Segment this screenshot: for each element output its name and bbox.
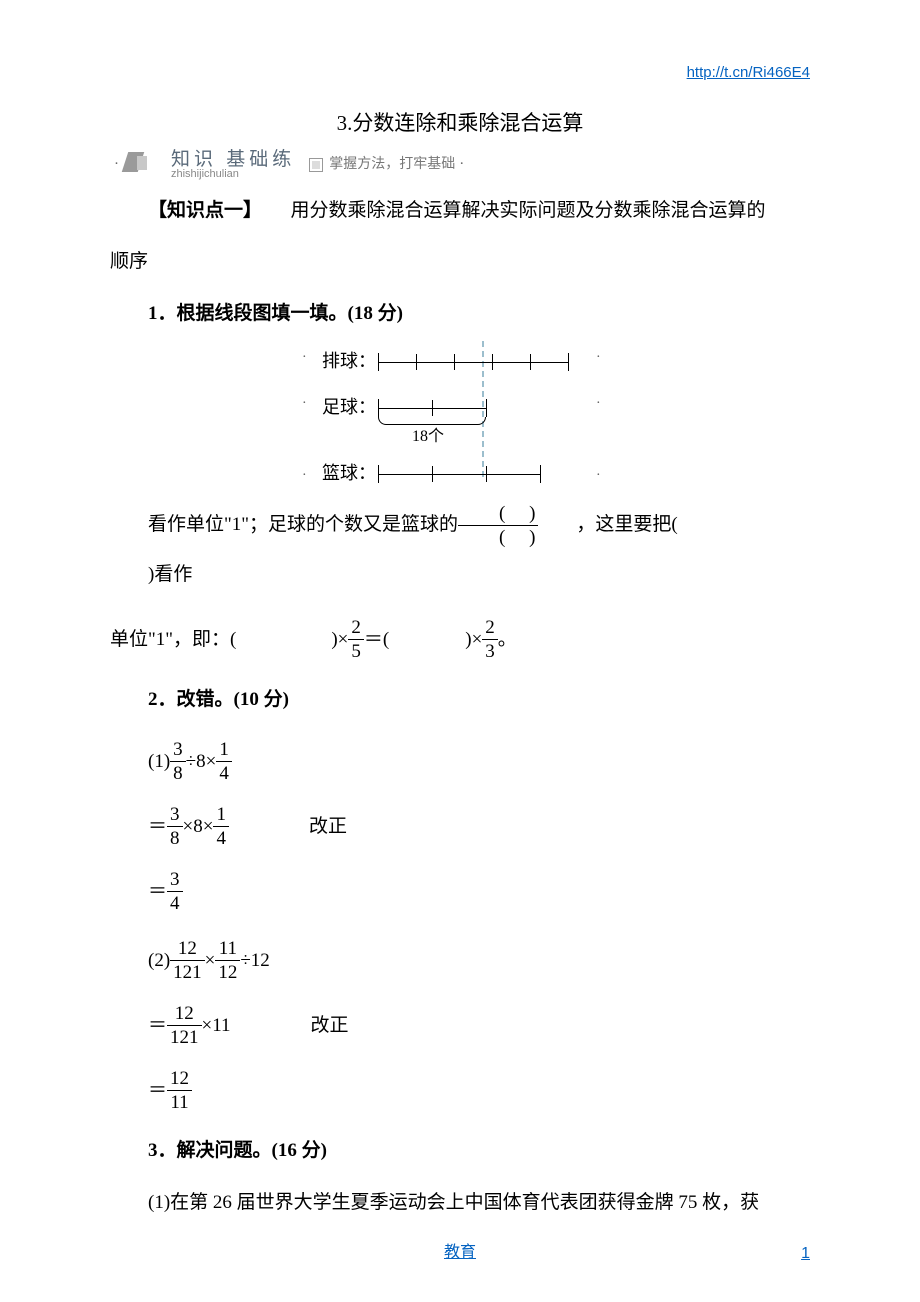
fill-blank-2: 单位"1"，即：( )× 25 ＝( )× 23 。 [110,615,810,664]
brace-label: 18个 [412,425,444,449]
fraction-blank: ( )( ) [458,504,538,547]
dot-icon: · [114,153,121,176]
section-banner: · 知识 基础练 zhishijichulian 掌握方法，打牢基础 · [110,150,810,180]
fill-blank-1: 看作单位"1"；足球的个数又是篮球的 ( )( ) ，这里要把( )看作 [110,500,810,599]
expr-2-1: (2) 12121 × 1112 ÷12 [148,939,810,982]
banner-icon [125,150,167,180]
square-icon [309,158,323,172]
q1-stem: 1．根据线段图填一填。(18 分) [110,293,810,335]
page-number: 1 [801,1242,810,1266]
knowledge-point: 【知识点一】 用分数乘除混合运算解决实际问题及分数乘除混合运算的 [110,190,810,232]
doc-title: 3.分数连除和乘除混合运算 [110,108,810,140]
diagram-label: 足球： [310,394,376,421]
kp-label: 【知识点一】 [148,200,262,221]
q3-1: (1)在第 26 届世界大学生夏季运动会上中国体育代表团获得金牌 75 枚，获 [110,1182,810,1224]
correction-label: 改正 [311,1012,349,1041]
diagram-label: 排球： [310,348,376,375]
fraction-2-3: 23 [482,618,498,661]
correction-label: 改正 [309,813,347,842]
banner-sub: 掌握方法，打牢基础 [329,154,455,175]
expr-2-3: ＝ 1211 [148,1069,810,1112]
expr-1-2: ＝ 38 ×8× 14 改正 [148,805,810,848]
footer-link[interactable]: 教育 [444,1244,476,1261]
banner-main: 知识 基础练 [171,150,295,169]
kp-tail: 顺序 [110,241,810,283]
banner-pinyin: zhishijichulian [171,169,295,180]
fraction-2-5: 25 [348,618,364,661]
expr-1-1: (1) 38 ÷8× 14 [148,740,810,783]
kp-text: 用分数乘除混合运算解决实际问题及分数乘除混合运算的 [291,200,766,221]
segment-diagram: · · · · · · 排球： 足球： [110,341,810,491]
dot-icon: · [459,153,466,176]
diagram-label: 篮球： [310,460,376,487]
header-link[interactable]: http://t.cn/Ri466E4 [687,62,810,85]
expr-2-2: ＝ 12121 ×11 改正 [148,1004,810,1047]
expr-1-3: ＝ 34 [148,870,810,913]
q3-stem: 3．解决问题。(16 分) [110,1130,810,1172]
q2-stem: 2．改错。(10 分) [110,679,810,721]
footer: 教育 [0,1238,920,1267]
page: http://t.cn/Ri466E4 3.分数连除和乘除混合运算 · 知识 基… [0,0,920,1302]
